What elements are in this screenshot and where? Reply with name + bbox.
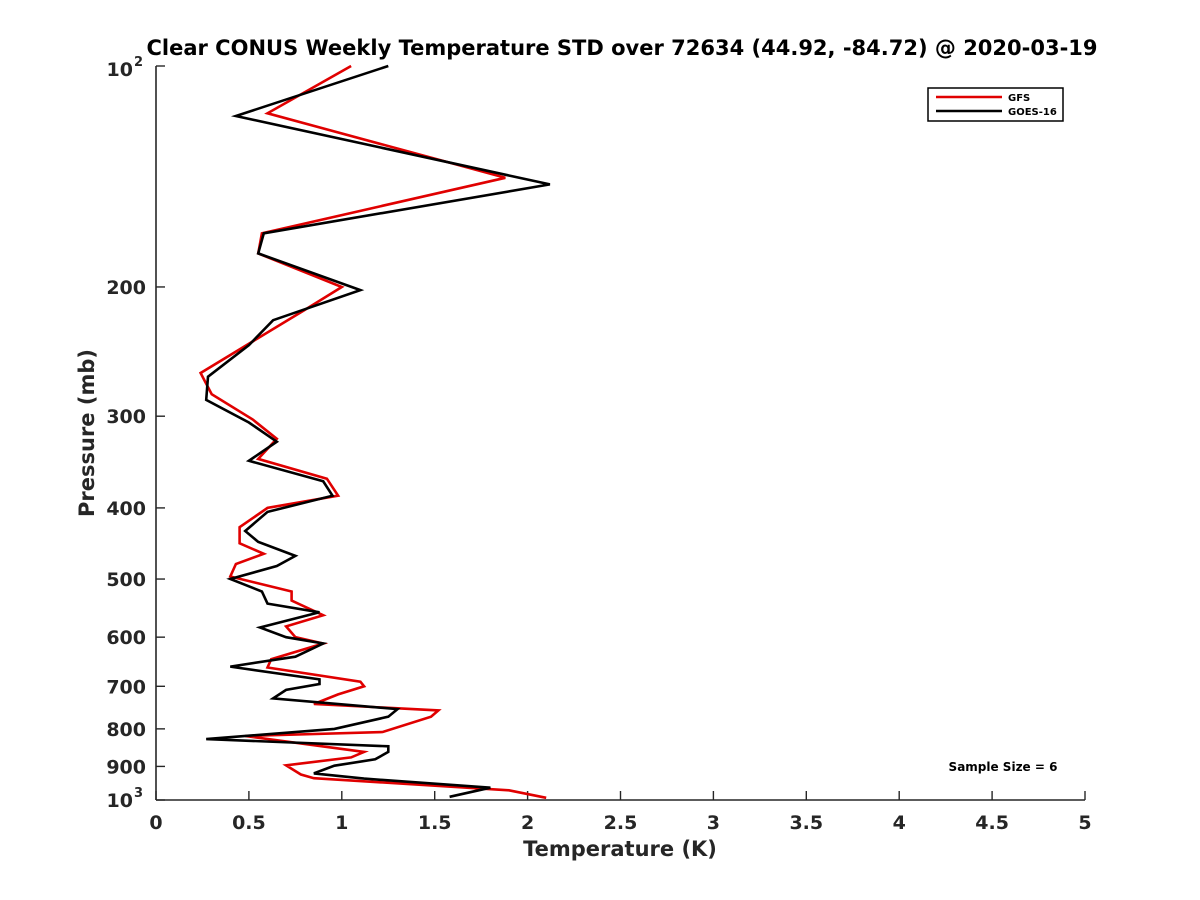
chart-title: Clear CONUS Weekly Temperature STD over … bbox=[146, 36, 1097, 60]
sample-size-annotation: Sample Size = 6 bbox=[949, 760, 1058, 774]
y-tick-label: 500 bbox=[106, 569, 146, 591]
y-tick-label: 700 bbox=[106, 676, 146, 698]
y-tick-label-base: 10 bbox=[107, 59, 133, 81]
axes: 0 0.5 1 1.5 2 2.5 3 3.5 4 4.5 510 22003004005006007… bbox=[106, 55, 1091, 834]
legend-label: GFS bbox=[1008, 93, 1030, 104]
x-tick-label: 3.5 bbox=[789, 812, 823, 834]
x-tick-label: 1.5 bbox=[418, 812, 452, 834]
x-axis-label: Temperature (K) bbox=[523, 837, 717, 861]
x-tick-label: 4 bbox=[893, 812, 906, 834]
x-tick-label: 5 bbox=[1078, 812, 1091, 834]
plot-area bbox=[198, 64, 551, 800]
x-tick-label: 0.5 bbox=[232, 812, 266, 834]
y-tick-label: 300 bbox=[106, 406, 146, 428]
y-tick-label-exponent: 2 bbox=[134, 55, 143, 70]
y-tick-label-exponent: 3 bbox=[134, 786, 143, 801]
y-tick-label: 200 bbox=[106, 277, 146, 299]
y-tick-label: 800 bbox=[106, 719, 146, 741]
x-tick-label: 0 bbox=[149, 812, 162, 834]
y-tick-label-base: 10 bbox=[107, 790, 133, 812]
x-tick-label: 2 bbox=[521, 812, 534, 834]
x-tick-label: 1 bbox=[335, 812, 348, 834]
legend-label: GOES-16 bbox=[1008, 107, 1057, 118]
legend-box bbox=[927, 87, 1064, 122]
y-tick-label: 900 bbox=[106, 756, 146, 778]
x-tick-label: 2.5 bbox=[604, 812, 638, 834]
y-tick-label: 600 bbox=[106, 627, 146, 649]
y-axis-label: Pressure (mb) bbox=[75, 349, 99, 517]
y-tick-label: 400 bbox=[106, 498, 146, 520]
legend: GFS GOES-16 bbox=[927, 87, 1064, 122]
x-tick-label: 3 bbox=[707, 812, 720, 834]
x-tick-label: 4.5 bbox=[975, 812, 1009, 834]
series-line-goes-16 bbox=[204, 64, 551, 799]
series-line-gfs bbox=[198, 64, 547, 800]
